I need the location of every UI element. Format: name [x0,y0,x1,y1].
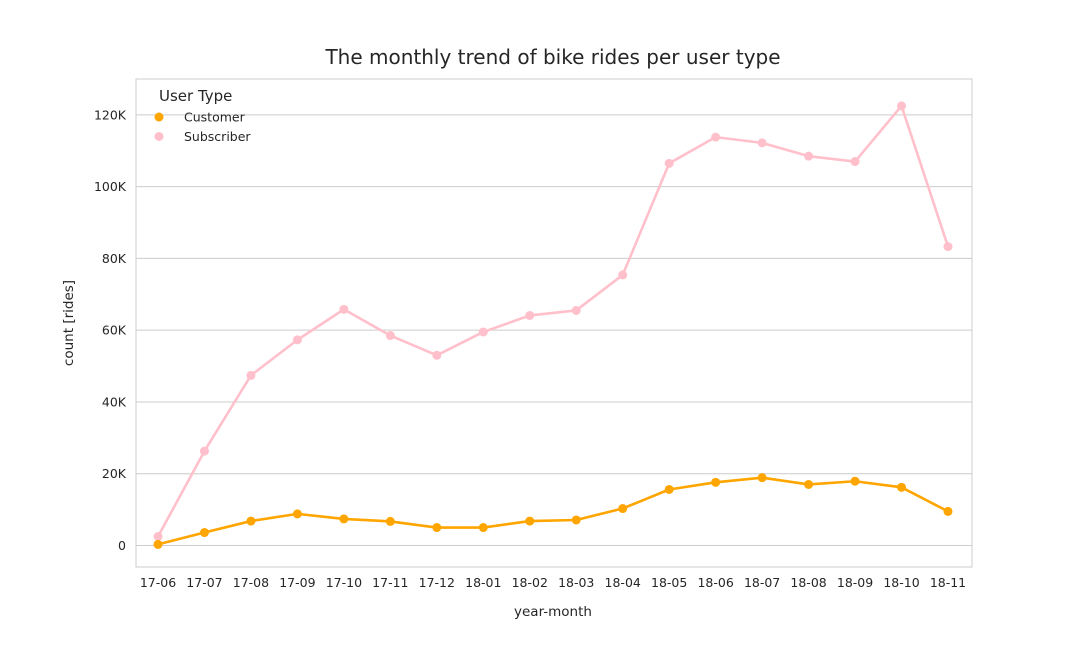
y-tick-label: 100K [94,179,127,194]
x-tick-label: 17-12 [419,575,455,590]
y-axis-label: count [rides] [61,280,77,366]
data-point-customer [804,479,814,489]
data-point-subscriber [385,331,395,341]
y-tick-label: 0 [118,538,126,553]
data-point-subscriber [757,138,767,148]
legend-title: User Type [159,87,232,105]
data-point-subscriber [711,132,721,142]
plot-frame [135,78,973,568]
x-tick-label: 18-08 [790,575,826,590]
y-tick-labels: 0 20K 40K 60K 80K 100K 120K [94,107,127,553]
x-tick-label: 18-03 [558,575,594,590]
x-axis-label: year-month [514,604,592,620]
series-layer [153,101,953,549]
x-tick-label: 18-05 [651,575,687,590]
x-tick-label: 17-09 [279,575,315,590]
data-point-customer [711,477,721,487]
data-point-customer [525,516,535,526]
series-subscriber [153,101,953,541]
y-tick-label: 80K [102,251,127,266]
series-line-customer [156,476,950,546]
data-point-subscriber [339,304,349,314]
data-point-customer [199,528,209,538]
x-tick-label: 17-11 [372,575,408,590]
data-point-customer [153,539,163,549]
data-point-customer [943,506,953,516]
data-point-subscriber [246,370,256,380]
data-point-subscriber [571,305,581,315]
x-tick-label: 18-06 [697,575,733,590]
x-tick-label: 18-11 [930,575,966,590]
x-tick-label: 18-07 [744,575,780,590]
chart-title: The monthly trend of bike rides per user… [324,45,780,69]
legend-label-subscriber: Subscriber [184,129,251,144]
data-point-customer [339,514,349,524]
x-tick-label: 18-09 [837,575,873,590]
data-point-customer [897,482,907,492]
data-point-subscriber [478,327,488,337]
y-tick-label: 40K [102,394,127,409]
data-point-subscriber [804,151,814,161]
legend-item-subscriber: Subscriber [154,129,251,144]
data-point-subscriber [199,446,209,456]
x-tick-label: 17-10 [326,575,362,590]
data-point-customer [850,476,860,486]
data-point-subscriber [850,157,860,167]
data-point-subscriber [292,335,302,345]
data-point-customer [664,484,674,494]
data-point-customer [292,509,302,519]
data-point-customer [571,515,581,525]
legend-item-customer: Customer [154,110,246,125]
legend-marker-customer [154,112,164,122]
data-point-subscriber [618,270,628,280]
data-point-customer [618,504,628,514]
x-tick-label: 17-07 [186,575,222,590]
y-tick-label: 60K [102,323,127,338]
x-tick-label: 18-02 [512,575,548,590]
series-customer [153,473,953,549]
data-point-customer [432,523,442,533]
data-point-subscriber [432,350,442,360]
x-tick-labels: 17-06 17-07 17-08 17-09 17-10 17-11 17-12 18-01… [140,575,966,590]
x-tick-label: 17-08 [233,575,269,590]
gridlines [136,114,972,546]
data-point-subscriber [943,242,953,252]
data-point-subscriber [525,310,535,320]
data-point-customer [385,516,395,526]
y-tick-label: 120K [94,107,127,122]
x-tick-label: 17-06 [140,575,176,590]
y-tick-label: 20K [102,466,127,481]
data-point-subscriber [897,101,907,111]
data-point-subscriber [153,532,163,541]
x-tick-label: 18-04 [605,575,641,590]
data-point-subscriber [664,158,674,168]
x-tick-label: 18-01 [465,575,501,590]
legend: User Type Customer Subscriber [154,87,251,144]
legend-marker-subscriber [154,132,164,141]
x-tick-label: 18-10 [883,575,919,590]
series-line-subscriber [156,104,950,538]
data-point-customer [478,523,488,533]
data-point-customer [757,473,767,483]
legend-label-customer: Customer [184,110,246,125]
data-point-customer [246,516,256,526]
